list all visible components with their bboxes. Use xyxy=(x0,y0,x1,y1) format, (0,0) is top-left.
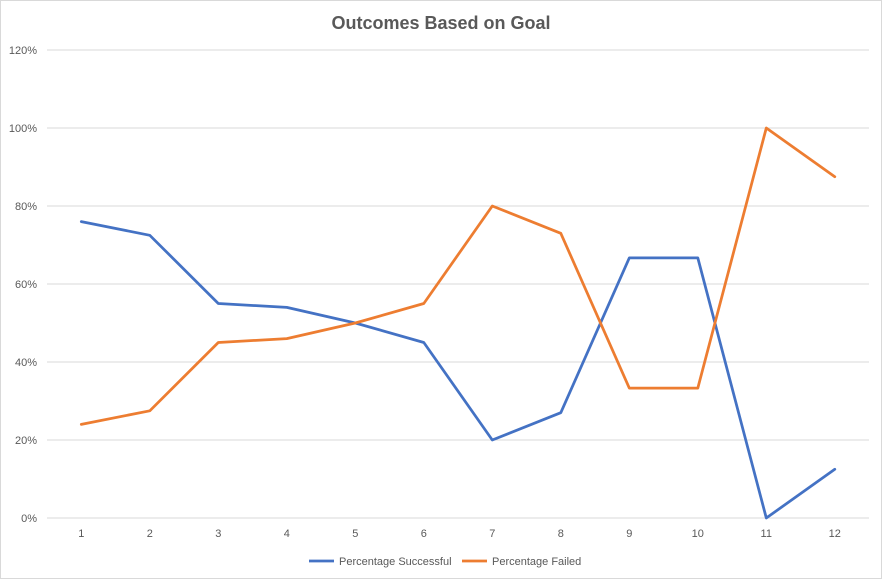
series-lines xyxy=(79,126,837,520)
x-tick-label: 12 xyxy=(829,528,841,540)
y-tick-label: 0% xyxy=(21,513,37,525)
chart-title: Outcomes Based on Goal xyxy=(331,13,550,33)
y-tick-label: 20% xyxy=(15,435,37,447)
x-tick-label: 2 xyxy=(147,528,153,540)
x-tick-label: 10 xyxy=(692,528,704,540)
x-tick-label: 3 xyxy=(215,528,221,540)
x-tick-label: 1 xyxy=(78,528,84,540)
x-tick-label: 6 xyxy=(421,528,427,540)
x-axis-ticks: 1 2 3 4 5 6 7 8 9 10 11 12 xyxy=(78,528,841,540)
x-tick-label: 4 xyxy=(284,528,290,540)
x-tick-label: 8 xyxy=(558,528,564,540)
x-tick-label: 11 xyxy=(761,528,772,540)
legend-label: Percentage Failed xyxy=(492,556,581,568)
y-tick-label: 80% xyxy=(15,201,37,213)
y-tick-label: 60% xyxy=(15,279,37,291)
y-axis-ticks: 0% 20% 40% 60% 80% 100% 120% xyxy=(9,45,37,525)
x-tick-label: 5 xyxy=(352,528,358,540)
series-line-percentage-failed xyxy=(79,126,837,426)
x-tick-label: 9 xyxy=(626,528,632,540)
x-tick-label: 7 xyxy=(489,528,495,540)
legend-label: Percentage Successful xyxy=(339,556,452,568)
y-tick-label: 40% xyxy=(15,357,37,369)
y-tick-label: 100% xyxy=(9,123,37,135)
y-tick-label: 120% xyxy=(9,45,37,57)
series-line-percentage-successful xyxy=(79,220,837,520)
gridlines xyxy=(47,49,869,519)
legend: Percentage Successful Percentage Failed xyxy=(309,556,581,568)
